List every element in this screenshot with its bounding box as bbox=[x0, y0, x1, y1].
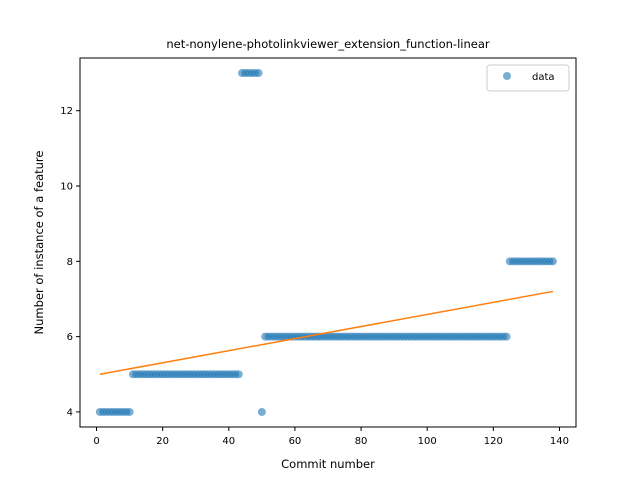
x-tick-label: 60 bbox=[289, 436, 302, 447]
y-tick-label: 8 bbox=[67, 257, 73, 268]
legend-label-data: data bbox=[532, 72, 555, 83]
fit-line bbox=[99, 290, 553, 376]
chart-title: net-nonylene-photolinkviewer_extension_f… bbox=[166, 37, 490, 51]
x-tick-label: 0 bbox=[93, 436, 99, 447]
y-tick-label: 6 bbox=[67, 332, 73, 343]
axis-ticks: 0 20 40 60 80 100 120 140 4 6 8 10 12 bbox=[60, 106, 569, 447]
data-point bbox=[254, 69, 263, 78]
x-tick-label: 40 bbox=[222, 436, 235, 447]
y-tick-label: 12 bbox=[60, 106, 73, 117]
data-point bbox=[502, 332, 511, 341]
legend-box bbox=[486, 64, 570, 92]
data-point bbox=[125, 407, 134, 416]
data-point bbox=[548, 257, 557, 266]
y-tick-label: 4 bbox=[67, 407, 73, 418]
legend: data bbox=[486, 64, 570, 92]
x-tick-label: 100 bbox=[418, 436, 437, 447]
x-tick-label: 80 bbox=[355, 436, 368, 447]
data-point bbox=[234, 370, 243, 379]
legend-marker bbox=[503, 72, 511, 80]
x-tick-label: 140 bbox=[550, 436, 569, 447]
x-tick-label: 20 bbox=[156, 436, 169, 447]
y-axis-label: Number of instance of a feature bbox=[32, 151, 46, 335]
y-tick-label: 10 bbox=[60, 182, 73, 193]
axes-frame bbox=[79, 57, 577, 428]
data-point bbox=[257, 407, 266, 416]
plot-area bbox=[95, 69, 557, 416]
x-axis-label: Commit number bbox=[281, 457, 375, 471]
x-tick-label: 120 bbox=[484, 436, 503, 447]
